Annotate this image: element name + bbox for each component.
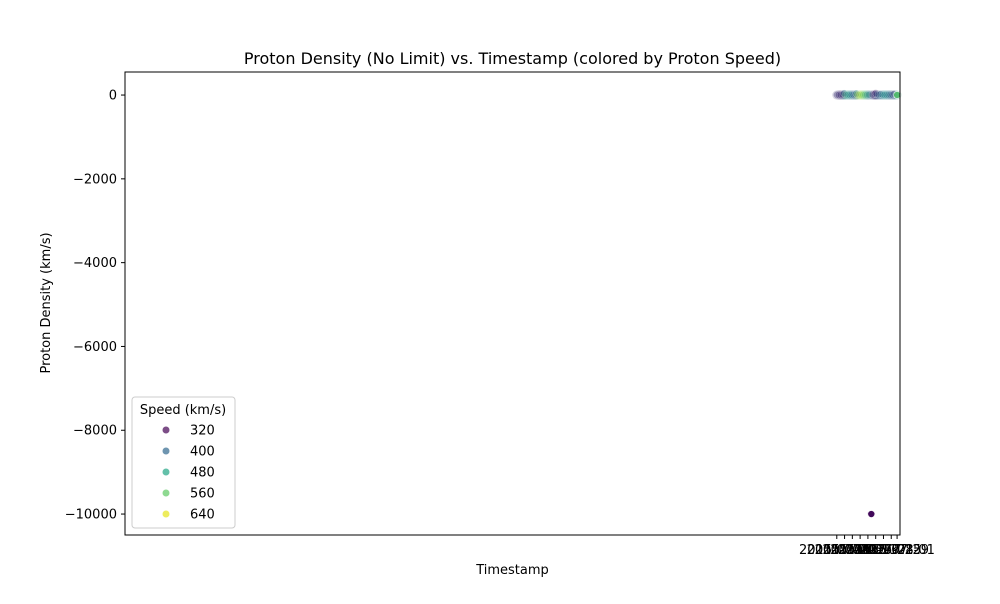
legend-label: 640: [190, 508, 215, 523]
data-point: [851, 90, 860, 99]
data-point: [880, 91, 889, 99]
y-tick-label: 0: [109, 89, 117, 104]
data-point: [863, 91, 871, 99]
data-point: [865, 90, 873, 99]
legend-entries: 320 400 480 560 640: [162, 424, 215, 523]
x-tick-label: 2015-07-13: [822, 543, 898, 558]
legend-marker: [162, 426, 170, 434]
data-point: [855, 91, 863, 99]
y-tick-label: −10000: [65, 508, 117, 523]
data-point: [843, 91, 852, 99]
legend-marker: [162, 489, 170, 497]
legend-title: Speed (km/s): [140, 403, 226, 418]
x-tick-label: 2015-07-05: [807, 543, 883, 558]
data-point: [838, 90, 847, 99]
x-tick-label: 2015-07-25: [846, 543, 922, 558]
y-tick-label: −6000: [73, 340, 117, 355]
y-tick-label: −8000: [73, 424, 117, 439]
legend-marker: [162, 510, 170, 518]
x-tick-label: 2015-07-29: [853, 543, 929, 558]
legend-label: 400: [190, 445, 215, 460]
legend-box: [131, 396, 236, 529]
x-tick-label: 2015-07-09: [815, 543, 891, 558]
data-point: [859, 91, 867, 99]
legend-marker: [162, 447, 170, 455]
data-point: [867, 510, 876, 518]
data-point: [876, 90, 885, 99]
x-tick-label: 2015-07-21: [838, 543, 914, 558]
x-tick-label: 2015-07-17: [830, 543, 906, 558]
data-point: [884, 91, 893, 99]
data-point: [871, 89, 880, 97]
data-point: [861, 91, 869, 99]
legend-label: 480: [190, 466, 215, 481]
data-point: [847, 91, 856, 99]
data-point: [836, 90, 845, 99]
data-point: [857, 91, 865, 99]
x-axis-label: Timestamp: [475, 563, 549, 578]
y-tick-label: −2000: [73, 172, 117, 187]
data-point: [841, 90, 850, 99]
legend-label: 320: [190, 424, 215, 439]
legend-marker: [162, 468, 170, 476]
data-point: [853, 90, 862, 99]
y-axis-label: Proton Density (km/s): [39, 232, 54, 373]
data-point: [893, 91, 901, 99]
data-point: [874, 90, 883, 99]
data-point: [870, 90, 879, 99]
plot-frame: [124, 71, 901, 536]
x-tick-label: 2015-07-01: [799, 543, 875, 558]
data-point: [840, 89, 848, 98]
y-axis: 0 −2000 −4000 −6000 −8000 −10000: [65, 89, 125, 523]
data-point: [872, 90, 881, 99]
chart-title: Proton Density (No Limit) vs. Timestamp …: [244, 49, 781, 68]
data-point: [878, 90, 887, 99]
data-point: [849, 90, 858, 99]
data-point: [832, 91, 841, 99]
data-point: [852, 89, 861, 98]
data-point: [834, 91, 843, 99]
x-axis: 2015-07-012015-07-052015-07-092015-07-13…: [799, 535, 935, 558]
x-tick-label: 2015-08-01: [859, 543, 935, 558]
y-tick-label: −4000: [73, 256, 117, 271]
data-point: [882, 91, 891, 99]
data-point: [868, 90, 877, 99]
data-point: [845, 91, 854, 99]
legend: Speed (km/s) 320 400 480 560 640: [131, 396, 236, 529]
plot-area: [832, 89, 902, 518]
legend-label: 560: [190, 487, 215, 502]
